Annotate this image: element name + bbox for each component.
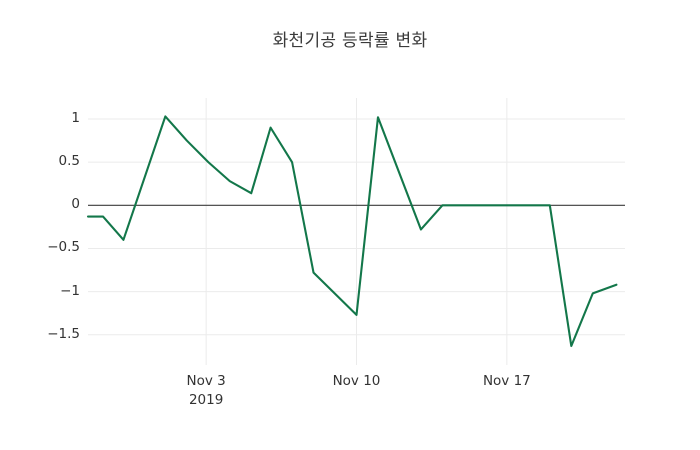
chart-title: 화천기공 등락률 변화 bbox=[272, 31, 428, 51]
y-axis-tick-label: 0 bbox=[71, 196, 80, 213]
series-line-change-rate bbox=[86, 115, 618, 348]
y-axis-tick-label: −1.5 bbox=[47, 325, 80, 342]
x-axis-tick-label: Nov 3 2019 bbox=[146, 373, 266, 408]
x-axis-tick-label-primary: Nov 17 bbox=[482, 373, 531, 389]
y-axis-tick-label: 1 bbox=[71, 109, 80, 126]
vertical-gridlines bbox=[205, 98, 508, 365]
x-axis-tick-label: Nov 10 bbox=[297, 373, 417, 389]
x-axis-tick-label-primary: Nov 10 bbox=[332, 373, 381, 389]
y-axis-tick-label: −1 bbox=[60, 282, 80, 299]
y-axis-tick-label: −0.5 bbox=[47, 239, 80, 256]
x-axis-tick-label-primary: Nov 3 bbox=[186, 373, 226, 389]
y-axis-tick-label: 0.5 bbox=[58, 153, 80, 170]
x-axis-tick-label: Nov 17 bbox=[447, 373, 567, 389]
x-axis-tick-label-year: 2019 bbox=[188, 392, 224, 408]
